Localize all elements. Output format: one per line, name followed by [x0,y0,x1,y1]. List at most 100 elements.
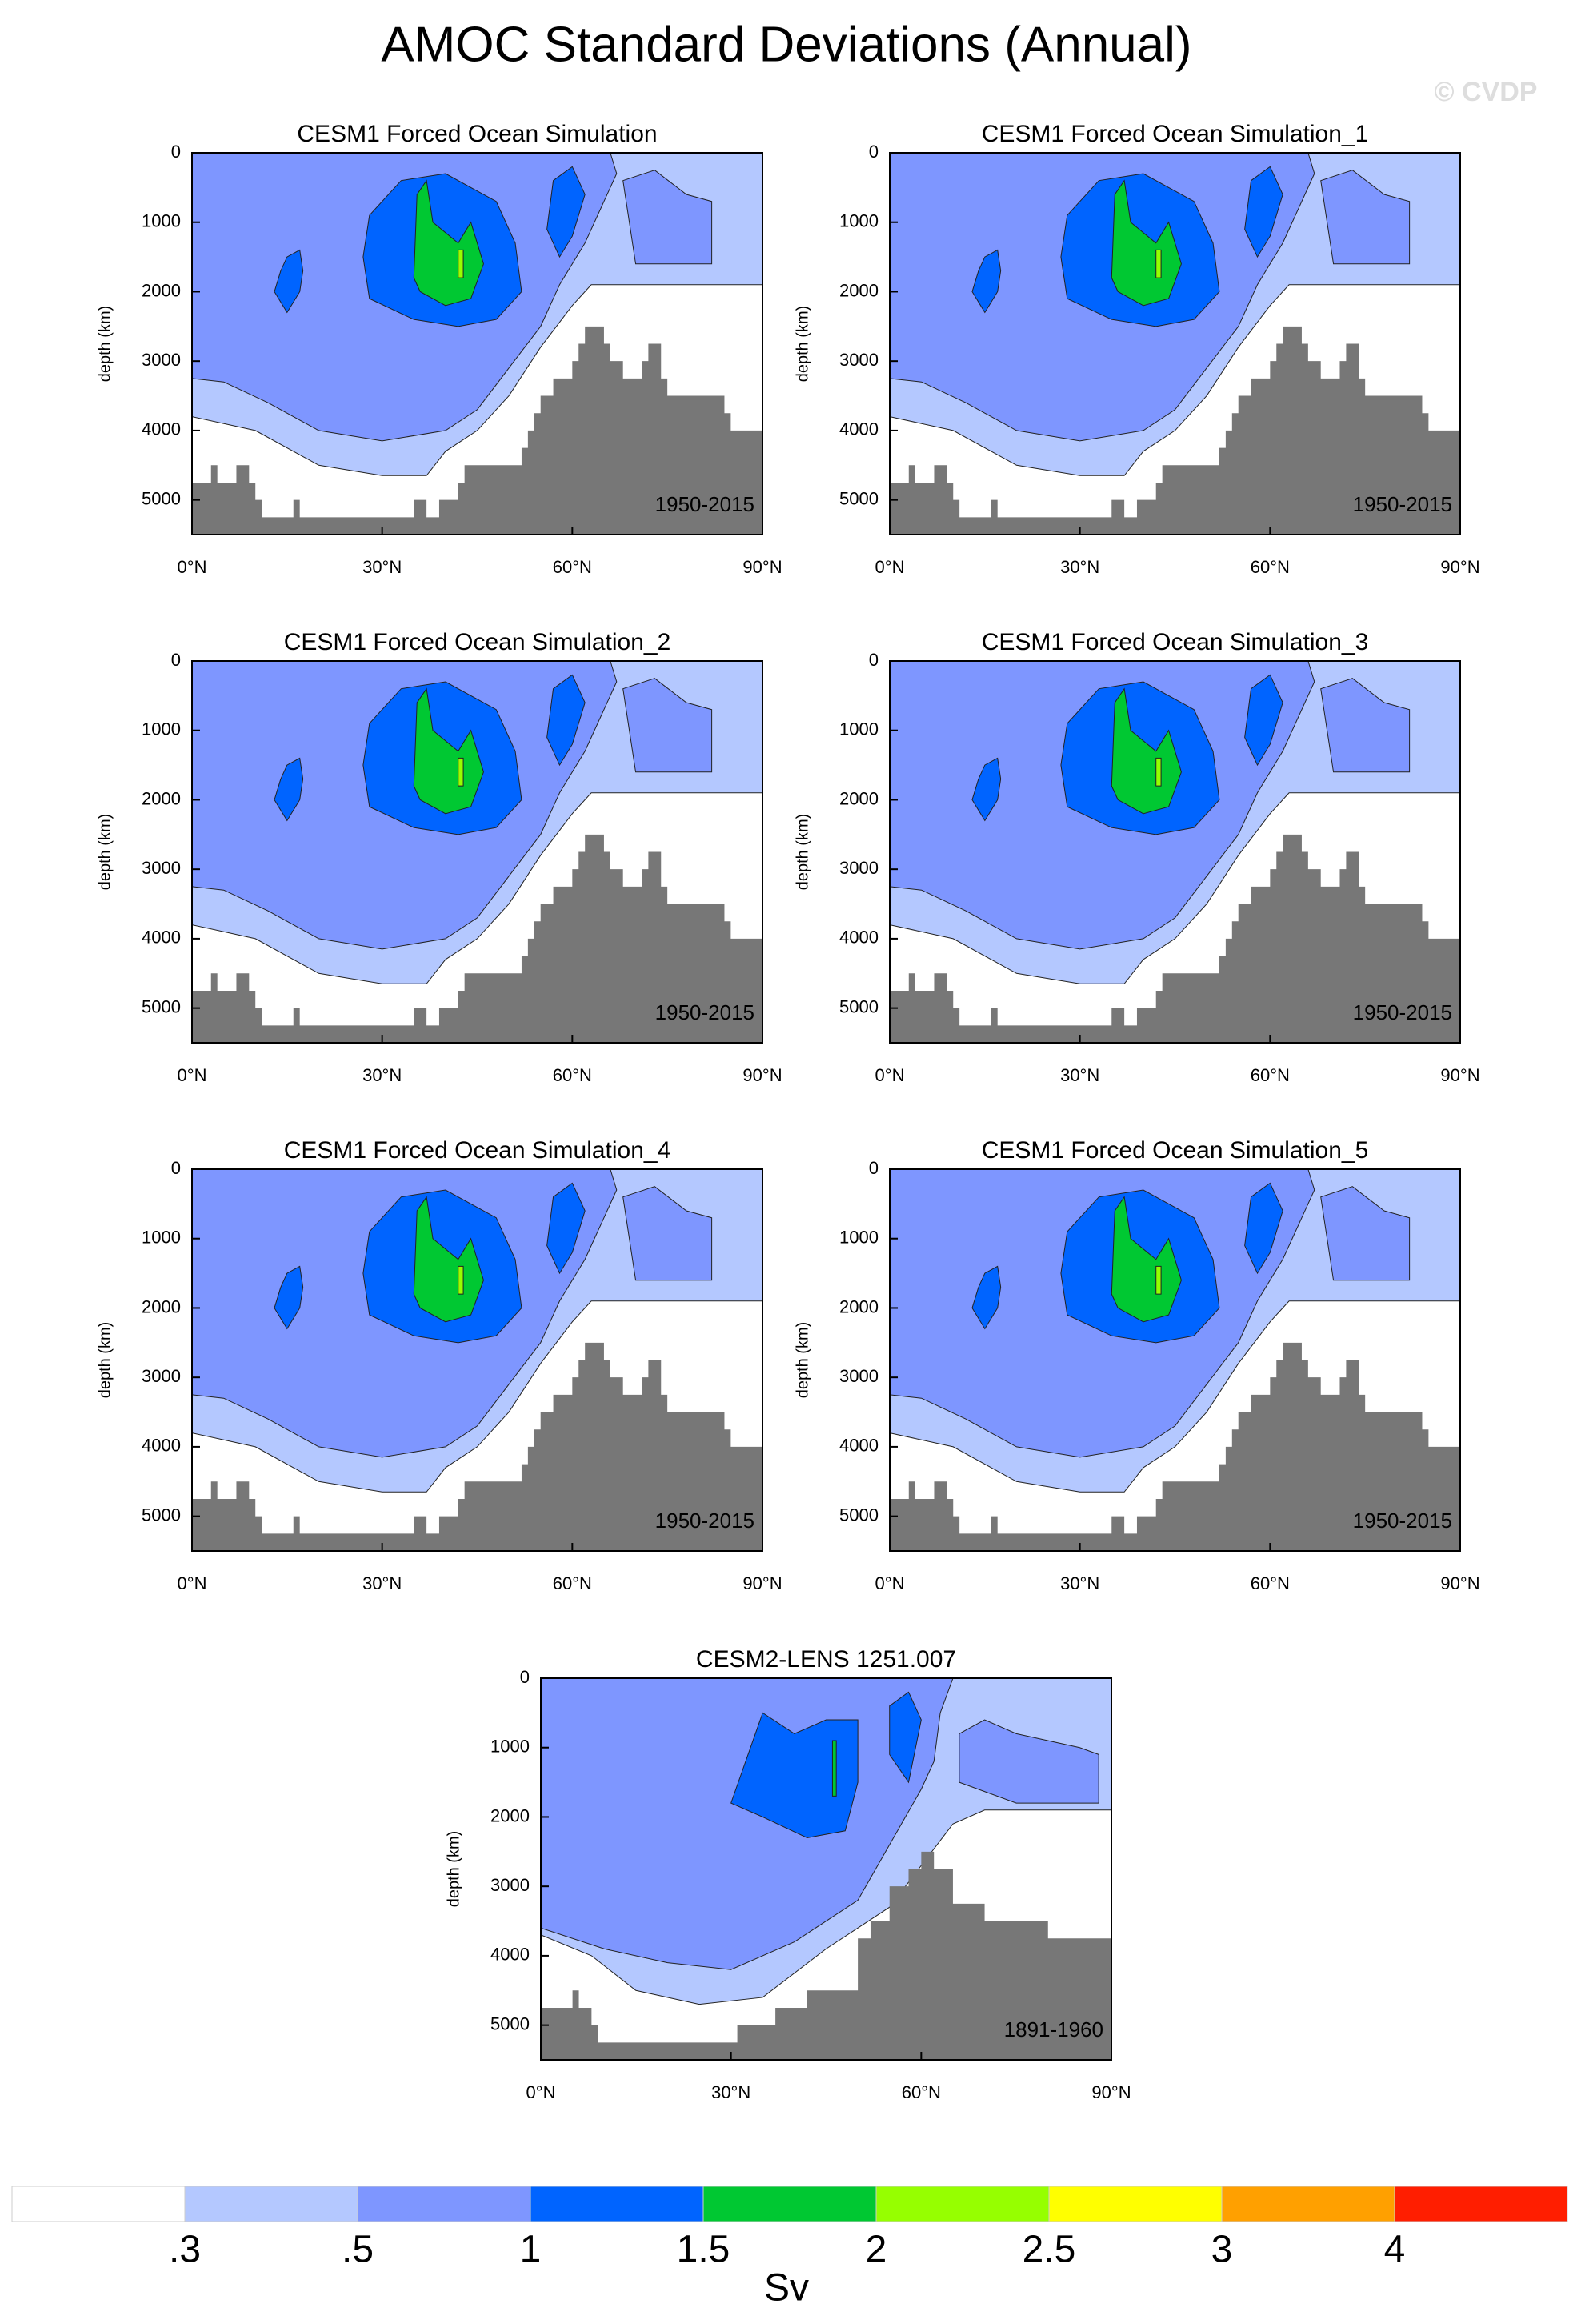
panel-annotation: 1891-1960 [1004,2017,1103,2042]
panel-annotation: 1950-2015 [1353,1509,1452,1533]
contour-region [413,179,484,307]
contour-region [889,1691,922,1784]
y-tick-label: 5000 [490,2013,530,2034]
x-tick-label: 0°N [526,2082,556,2102]
y-tick-label: 5000 [839,996,879,1016]
y-tick-label: 0 [171,650,181,670]
y-tick-label: 4000 [142,419,181,439]
y-tick-label: 2000 [839,1296,879,1316]
colorbar-box [875,2186,1050,2222]
panel: CESM1 Forced Ocean Simulation_2 1950-2015… [96,629,782,1085]
y-tick-label: 2000 [839,788,879,808]
contour-region [1244,166,1283,258]
colorbar-label: .5 [342,2229,374,2271]
panel-annotation: 1950-2015 [655,1509,754,1533]
y-tick-label: 4000 [142,1436,181,1456]
y-tick-label: 0 [171,142,181,162]
panel: CESM1 Forced Ocean Simulation_5 1950-2015… [794,1137,1479,1593]
y-tick-label: 3000 [142,1366,181,1386]
colorbar-box [702,2186,877,2222]
contour-region [1111,179,1182,307]
y-tick-label: 1000 [839,719,879,739]
contour-region [274,1265,304,1330]
contour-region [274,249,304,314]
y-axis-label: depth (km) [794,814,811,891]
contour-region [546,1182,586,1275]
x-tick-label: 90°N [1440,557,1479,577]
x-tick-label: 60°N [1251,1573,1290,1593]
colorbar-label: 1.5 [677,2229,730,2271]
y-tick-label: 5000 [839,1505,879,1525]
y-tick-label: 1000 [142,211,181,231]
x-tick-label: 30°N [362,557,402,577]
y-tick-label: 2000 [142,788,181,808]
y-tick-label: 2000 [839,280,879,300]
y-tick-label: 1000 [490,1737,530,1757]
y-tick-label: 5000 [839,488,879,508]
x-tick-label: 90°N [742,557,782,577]
field [890,153,1460,535]
colorbar-box [1221,2186,1395,2222]
y-tick-label: 3000 [142,858,181,878]
colorbar-label: 3 [1211,2229,1233,2271]
field [890,661,1460,1043]
panel: CESM1 Forced Ocean Simulation_3 1950-2015… [794,629,1479,1085]
colorbar-box [1048,2186,1223,2222]
x-tick-label: 60°N [1251,557,1290,577]
plot-frame [191,152,763,535]
y-tick-label: 3000 [142,350,181,370]
panel-title: CESM1 Forced Ocean Simulation [297,121,657,147]
y-tick-label: 4000 [839,928,879,948]
field [192,153,762,535]
contour-region [546,166,586,258]
y-tick-label: 5000 [142,1505,181,1525]
colorbar-label: 2 [866,2229,887,2271]
contour-region [458,1265,464,1295]
x-tick-label: 60°N [902,2082,941,2102]
contour-region [730,1712,859,1838]
bathymetry [192,326,762,535]
panel-annotation: 1950-2015 [1353,1000,1452,1024]
panel-title: CESM1 Forced Ocean Simulation_1 [982,121,1369,147]
panel-annotation: 1950-2015 [1353,492,1452,516]
colorbar-label: 4 [1384,2229,1406,2271]
field [541,1678,1111,2060]
contour-region [1244,674,1283,767]
panel-title: CESM1 Forced Ocean Simulation_5 [982,1137,1369,1164]
y-axis-label: depth (km) [794,306,811,383]
contour-region [413,1196,484,1323]
y-axis-label: depth (km) [96,1322,114,1399]
y-tick-label: 3000 [490,1875,530,1895]
contour-region [1111,687,1182,815]
panel-annotation: 1950-2015 [655,492,754,516]
y-tick-label: 1000 [839,1228,879,1248]
panel-title: CESM1 Forced Ocean Simulation_3 [982,629,1369,655]
colorbar-label: .3 [169,2229,201,2271]
contour-region [1155,249,1162,278]
x-tick-label: 30°N [1060,1573,1099,1593]
panel: CESM1 Forced Ocean Simulation_1 1950-2015… [794,121,1479,577]
y-tick-label: 2000 [142,280,181,300]
y-tick-label: 3000 [839,858,879,878]
contour-region [1320,170,1411,265]
x-tick-label: 30°N [362,1573,402,1593]
contour-region [413,687,484,815]
panel-title: CESM1 Forced Ocean Simulation_2 [284,629,671,655]
y-tick-label: 4000 [839,419,879,439]
contour-region [1155,1265,1162,1295]
colorbar-box [357,2186,531,2222]
contour-region [1320,1186,1411,1281]
y-tick-label: 3000 [839,1366,879,1386]
x-tick-label: 30°N [711,2082,750,2102]
x-tick-label: 30°N [1060,557,1099,577]
y-tick-label: 3000 [839,350,879,370]
contour-region [546,674,586,767]
y-axis-label: depth (km) [96,306,114,383]
y-tick-label: 0 [869,1158,879,1178]
y-axis-label: depth (km) [445,1831,462,1908]
x-tick-label: 60°N [1251,1065,1290,1085]
plot-frame [889,152,1461,535]
contour-region [1155,757,1162,787]
x-tick-label: 0°N [178,1065,207,1085]
